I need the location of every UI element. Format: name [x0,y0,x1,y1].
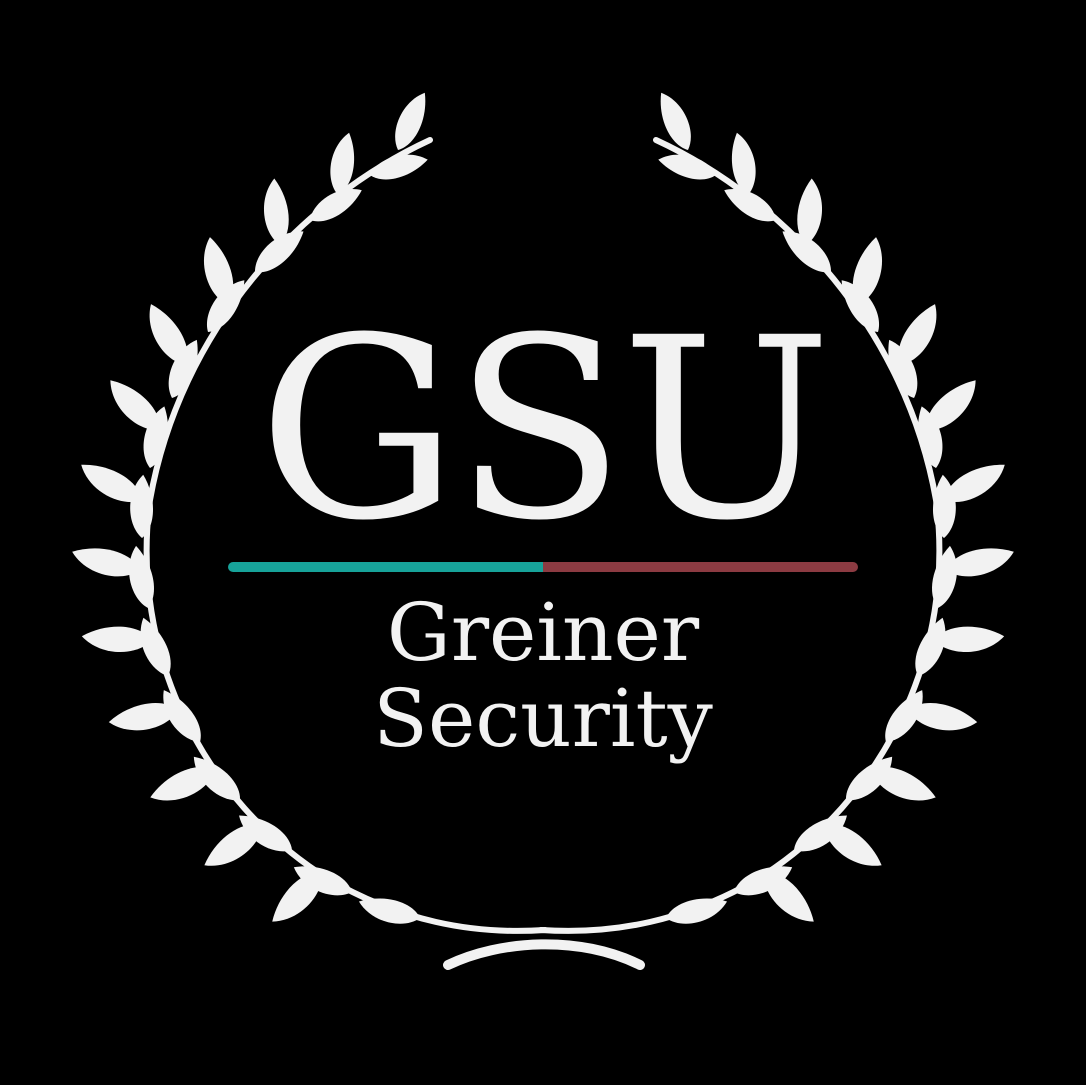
company-name-line-1: Greiner [386,586,700,679]
logo-monogram: GSU [258,284,832,575]
logo-divider [228,562,858,572]
company-name-line-2: Security [373,672,713,765]
divider-red-segment [543,562,858,572]
divider-teal-segment [228,562,543,572]
